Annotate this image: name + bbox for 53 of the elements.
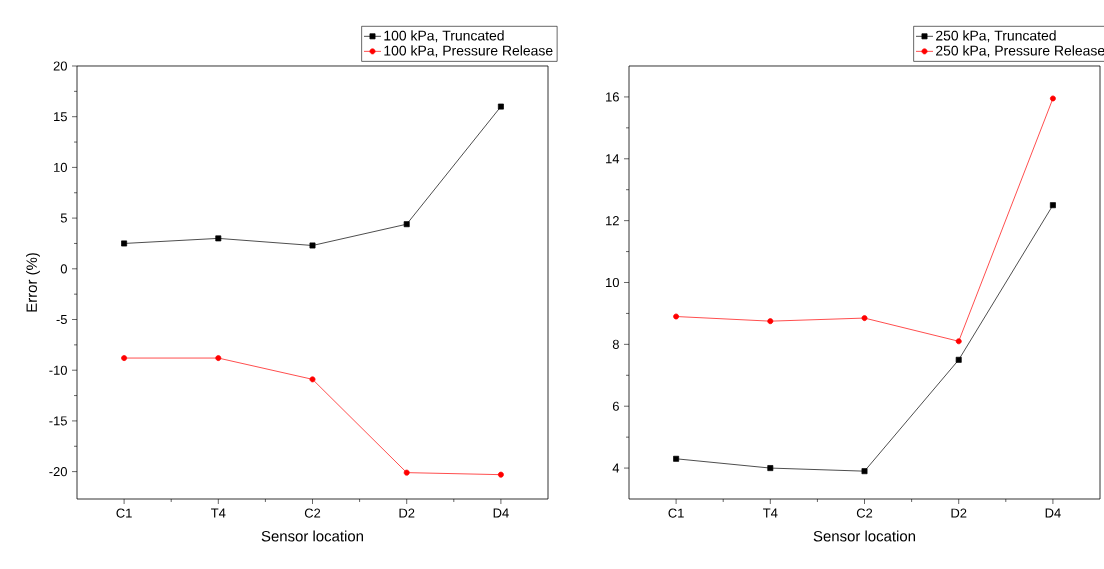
legend-label: 100 kPa, Pressure Release	[384, 45, 553, 58]
y-tick-label: 0	[60, 264, 67, 274]
y-tick-label: 10	[54, 162, 67, 172]
point	[767, 465, 774, 472]
x-tick-label: C1	[668, 508, 684, 518]
y-tick-label: 15	[54, 112, 67, 122]
y-tick-label: -15	[49, 416, 67, 426]
point	[861, 315, 868, 322]
y-tick-label: 16	[606, 92, 619, 102]
point	[861, 468, 868, 475]
y-axis-title: Error (%)	[26, 253, 40, 312]
legend-label: 100 kPa, Truncated	[384, 30, 504, 43]
point	[955, 338, 962, 345]
point	[497, 103, 504, 110]
x-axis-title: Sensor location	[261, 530, 364, 542]
point	[767, 318, 774, 325]
point	[1049, 202, 1056, 209]
x-tick-label: D4	[1045, 508, 1061, 518]
point	[955, 356, 962, 363]
y-tick-label: 4	[612, 463, 620, 473]
x-tick-label: D2	[399, 508, 415, 518]
y-tick-label: 5	[60, 213, 67, 223]
x-tick-label: D2	[951, 508, 967, 518]
y-tick-label: 8	[612, 339, 619, 349]
y-tick-label: 6	[612, 401, 619, 411]
y-tick-label: -20	[49, 467, 67, 477]
point	[673, 313, 680, 320]
point	[309, 242, 316, 249]
point	[1049, 95, 1056, 102]
point	[497, 471, 504, 478]
point	[215, 355, 222, 361]
y-tick-label: 14	[606, 154, 620, 164]
x-tick-label: T4	[763, 508, 778, 518]
x-tick-label: D4	[493, 508, 509, 518]
y-tick-label: -10	[49, 365, 67, 375]
point	[403, 469, 410, 476]
x-tick-label: C2	[304, 508, 321, 518]
y-tick-label: -5	[56, 315, 67, 325]
y-tick-label: 10	[606, 277, 619, 288]
x-tick-label: C2	[856, 508, 873, 518]
legend-label: 250 kPa, Pressure Release	[936, 45, 1104, 58]
y-tick-label: 20	[53, 61, 67, 71]
point	[215, 235, 222, 242]
x-axis-title: Sensor location	[813, 530, 916, 542]
x-tick-label: C1	[116, 508, 132, 518]
point	[309, 376, 316, 383]
point	[121, 355, 128, 361]
x-tick-label: T4	[211, 508, 226, 518]
point	[121, 240, 128, 247]
y-tick-label: 12	[606, 216, 619, 226]
legend-label: 250 kPa, Truncated	[936, 30, 1056, 43]
point	[673, 455, 680, 462]
point	[403, 221, 410, 228]
